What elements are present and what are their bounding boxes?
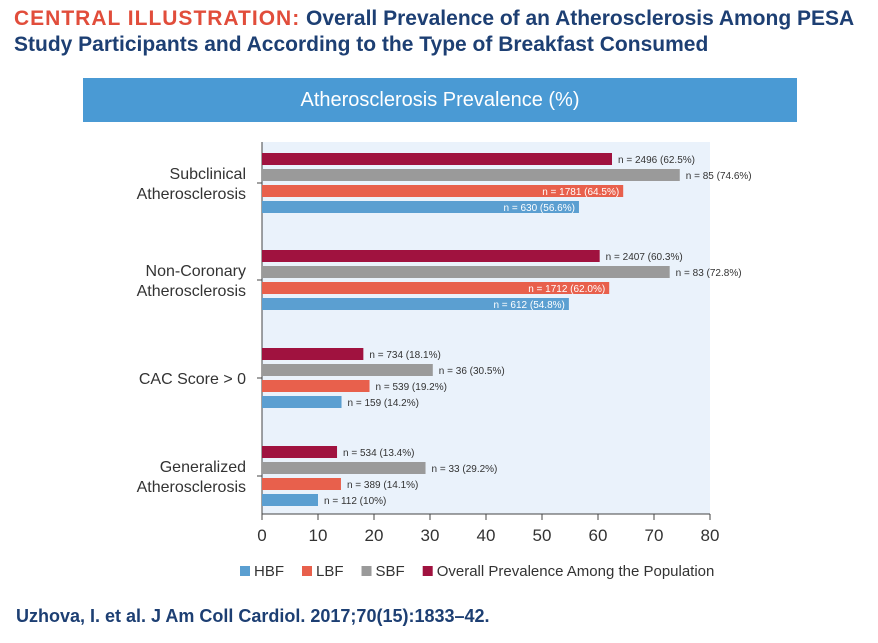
legend-swatch-lbf (302, 566, 312, 576)
data-label: n = 2496 (62.5%) (618, 155, 695, 166)
x-tick-label: 30 (421, 526, 440, 545)
bar-hbf (262, 201, 579, 213)
bar-sbf (262, 169, 680, 181)
legend-swatch-overall (422, 566, 433, 576)
category-label: Atherosclerosis (137, 479, 246, 496)
bar-lbf (262, 380, 370, 392)
category-label: Atherosclerosis (137, 283, 246, 300)
category-label: Atherosclerosis (137, 186, 246, 203)
chart-title: Atherosclerosis Prevalence (%) (300, 88, 580, 111)
bar-sbf (262, 266, 670, 278)
chart-title-banner: Atherosclerosis Prevalence (%) (83, 78, 797, 122)
bar-lbf (262, 185, 624, 197)
bar-hbf (262, 298, 569, 310)
data-label: n = 83 (72.8%) (676, 268, 742, 279)
bar-lbf (262, 478, 341, 490)
citation: Uzhova, I. et al. J Am Coll Cardiol. 201… (16, 606, 490, 626)
figure-title: CENTRAL ILLUSTRATION: Overall Prevalence… (14, 6, 874, 58)
title-lead: CENTRAL ILLUSTRATION: (14, 7, 301, 30)
bar-overall (262, 250, 600, 262)
x-tick-label: 20 (365, 526, 384, 545)
data-label: n = 389 (14.1%) (347, 480, 418, 491)
x-tick-label: 60 (589, 526, 608, 545)
x-tick-label: 50 (533, 526, 552, 545)
x-tick-label: 10 (309, 526, 328, 545)
category-label: Generalized (160, 459, 246, 476)
bar-sbf (262, 462, 426, 474)
category-label: Non-Coronary (146, 263, 246, 280)
bar-overall (262, 348, 364, 360)
category-label: CAC Score > 0 (139, 371, 246, 388)
bar-overall (262, 446, 338, 458)
data-label: n = 159 (14.2%) (348, 398, 419, 409)
bar-hbf (262, 396, 342, 408)
data-label: n = 612 (54.8%) (493, 300, 564, 311)
data-label: n = 539 (19.2%) (376, 382, 447, 393)
x-tick-label: 70 (645, 526, 664, 545)
legend-swatch-hbf (240, 566, 250, 576)
data-label: n = 534 (13.4%) (343, 448, 414, 459)
data-label: n = 112 (10%) (324, 496, 386, 507)
category-label: Subclinical (170, 166, 246, 183)
legend-swatch-sbf (361, 566, 372, 576)
bar-lbf (262, 282, 610, 294)
bar-chart: 0 10 20 30 40 50 60 70 80 Subclinical Atherosclero… (137, 142, 752, 580)
data-label: n = 630 (56.6%) (504, 203, 575, 214)
data-label: n = 1712 (62.0%) (528, 284, 605, 295)
title-text: Overall Prevalence of an Atherosclerosis… (14, 7, 854, 56)
legend-label: SBF (376, 563, 405, 580)
data-label: n = 33 (29.2%) (432, 464, 498, 475)
bar-sbf (262, 364, 433, 376)
bar-overall (262, 153, 612, 165)
legend-label: LBF (316, 563, 344, 580)
data-label: n = 2407 (60.3%) (606, 252, 683, 263)
x-tick-label: 40 (477, 526, 496, 545)
x-tick-label: 0 (257, 526, 266, 545)
data-label: n = 734 (18.1%) (369, 350, 440, 361)
data-label: n = 36 (30.5%) (439, 366, 505, 377)
legend-label: Overall Prevalence Among the Population (437, 563, 715, 580)
legend-label: HBF (254, 563, 284, 580)
x-tick-label: 80 (701, 526, 720, 545)
data-label: n = 85 (74.6%) (686, 171, 752, 182)
data-label: n = 1781 (64.5%) (542, 187, 619, 198)
plot-background (262, 142, 710, 514)
bar-hbf (262, 494, 318, 506)
